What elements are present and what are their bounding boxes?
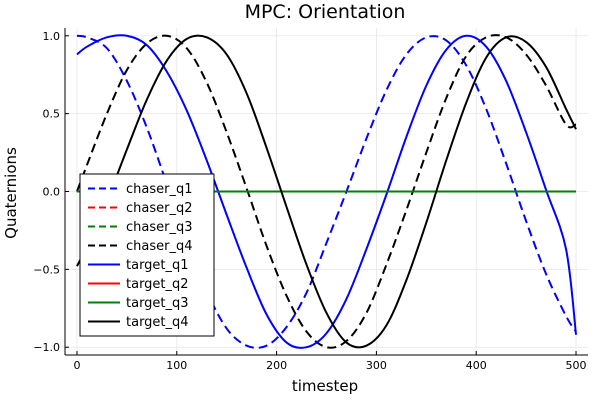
x-tick-label: 200 xyxy=(266,359,287,372)
x-tick-label: 400 xyxy=(466,359,487,372)
legend-entry: target_q2 xyxy=(126,277,189,292)
legend: chaser_q1 chaser_q2 chaser_q3 chaser_q4targ… xyxy=(79,173,215,337)
legend-entry: target_q1 xyxy=(126,258,189,273)
y-tick-label: 1.0 xyxy=(43,30,61,43)
series-line-chaser_q4 xyxy=(76,34,577,349)
series-line-chaser_q1 xyxy=(76,34,577,349)
legend-entry: target_q4 xyxy=(126,315,189,330)
x-axis-label: timestep xyxy=(292,377,358,395)
x-tick-label: 100 xyxy=(166,359,187,372)
chart-title: MPC: Orientation xyxy=(245,1,406,23)
legend-entry: chaser_q1 xyxy=(126,182,193,197)
y-tick-label: −0.5 xyxy=(33,263,60,276)
series-line-target_q4 xyxy=(76,34,577,349)
legend-entry: chaser_q4 xyxy=(126,239,193,254)
x-tick-label: 500 xyxy=(566,359,587,372)
y-tick-label: −1.0 xyxy=(33,341,60,354)
axes: 0 100 200 300 400 500 −1.0 −0.5 0.0 0.5 1.0 xyxy=(33,28,588,372)
legend-entry: target_q3 xyxy=(126,296,189,311)
series-layer xyxy=(76,34,578,349)
y-tick-label: 0.0 xyxy=(43,186,61,199)
x-tick-label: 300 xyxy=(366,359,387,372)
legend-entry: chaser_q2 xyxy=(126,201,193,216)
x-tick-label: 0 xyxy=(73,359,80,372)
legend-box xyxy=(79,173,215,337)
y-axis-label: Quaternions xyxy=(2,147,20,239)
y-tick-label: 0.5 xyxy=(43,108,61,121)
legend-entry: chaser_q3 xyxy=(126,220,193,235)
series-line-target_q1 xyxy=(76,34,578,349)
